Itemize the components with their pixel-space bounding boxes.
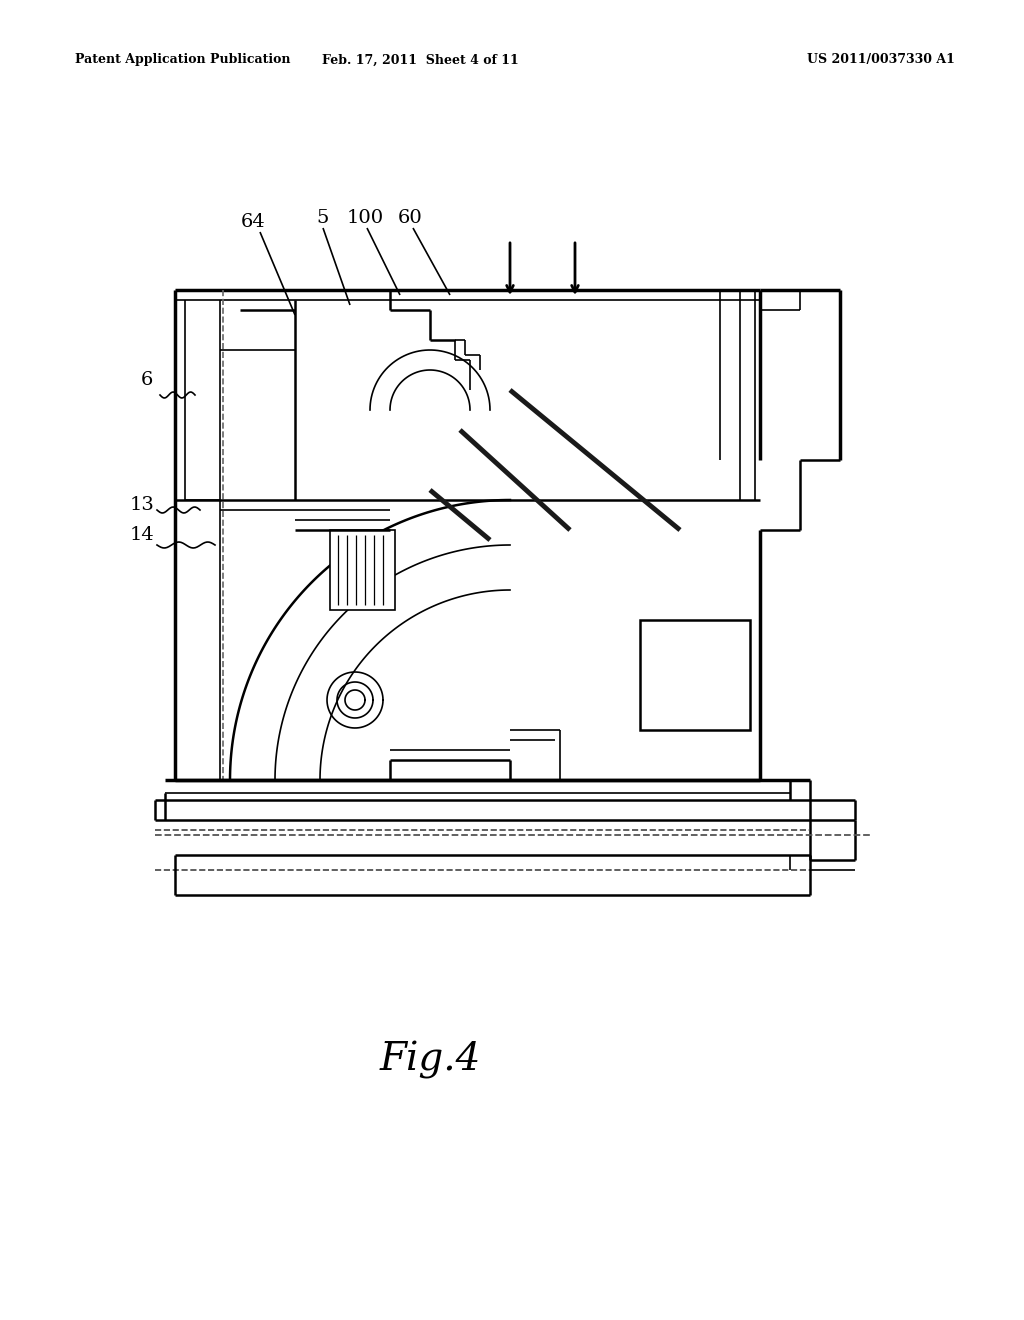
Text: Feb. 17, 2011  Sheet 4 of 11: Feb. 17, 2011 Sheet 4 of 11 <box>322 54 518 66</box>
Text: US 2011/0037330 A1: US 2011/0037330 A1 <box>807 54 955 66</box>
Text: Fig.4: Fig.4 <box>379 1041 480 1078</box>
Text: 60: 60 <box>397 209 422 227</box>
Bar <box>640 620 750 730</box>
Text: 64: 64 <box>241 213 265 231</box>
Text: 13: 13 <box>130 496 155 513</box>
Text: Patent Application Publication: Patent Application Publication <box>75 54 291 66</box>
Text: 5: 5 <box>316 209 329 227</box>
Text: 100: 100 <box>346 209 384 227</box>
Text: 14: 14 <box>130 525 155 544</box>
Text: 6: 6 <box>141 371 154 389</box>
Bar <box>330 531 395 610</box>
